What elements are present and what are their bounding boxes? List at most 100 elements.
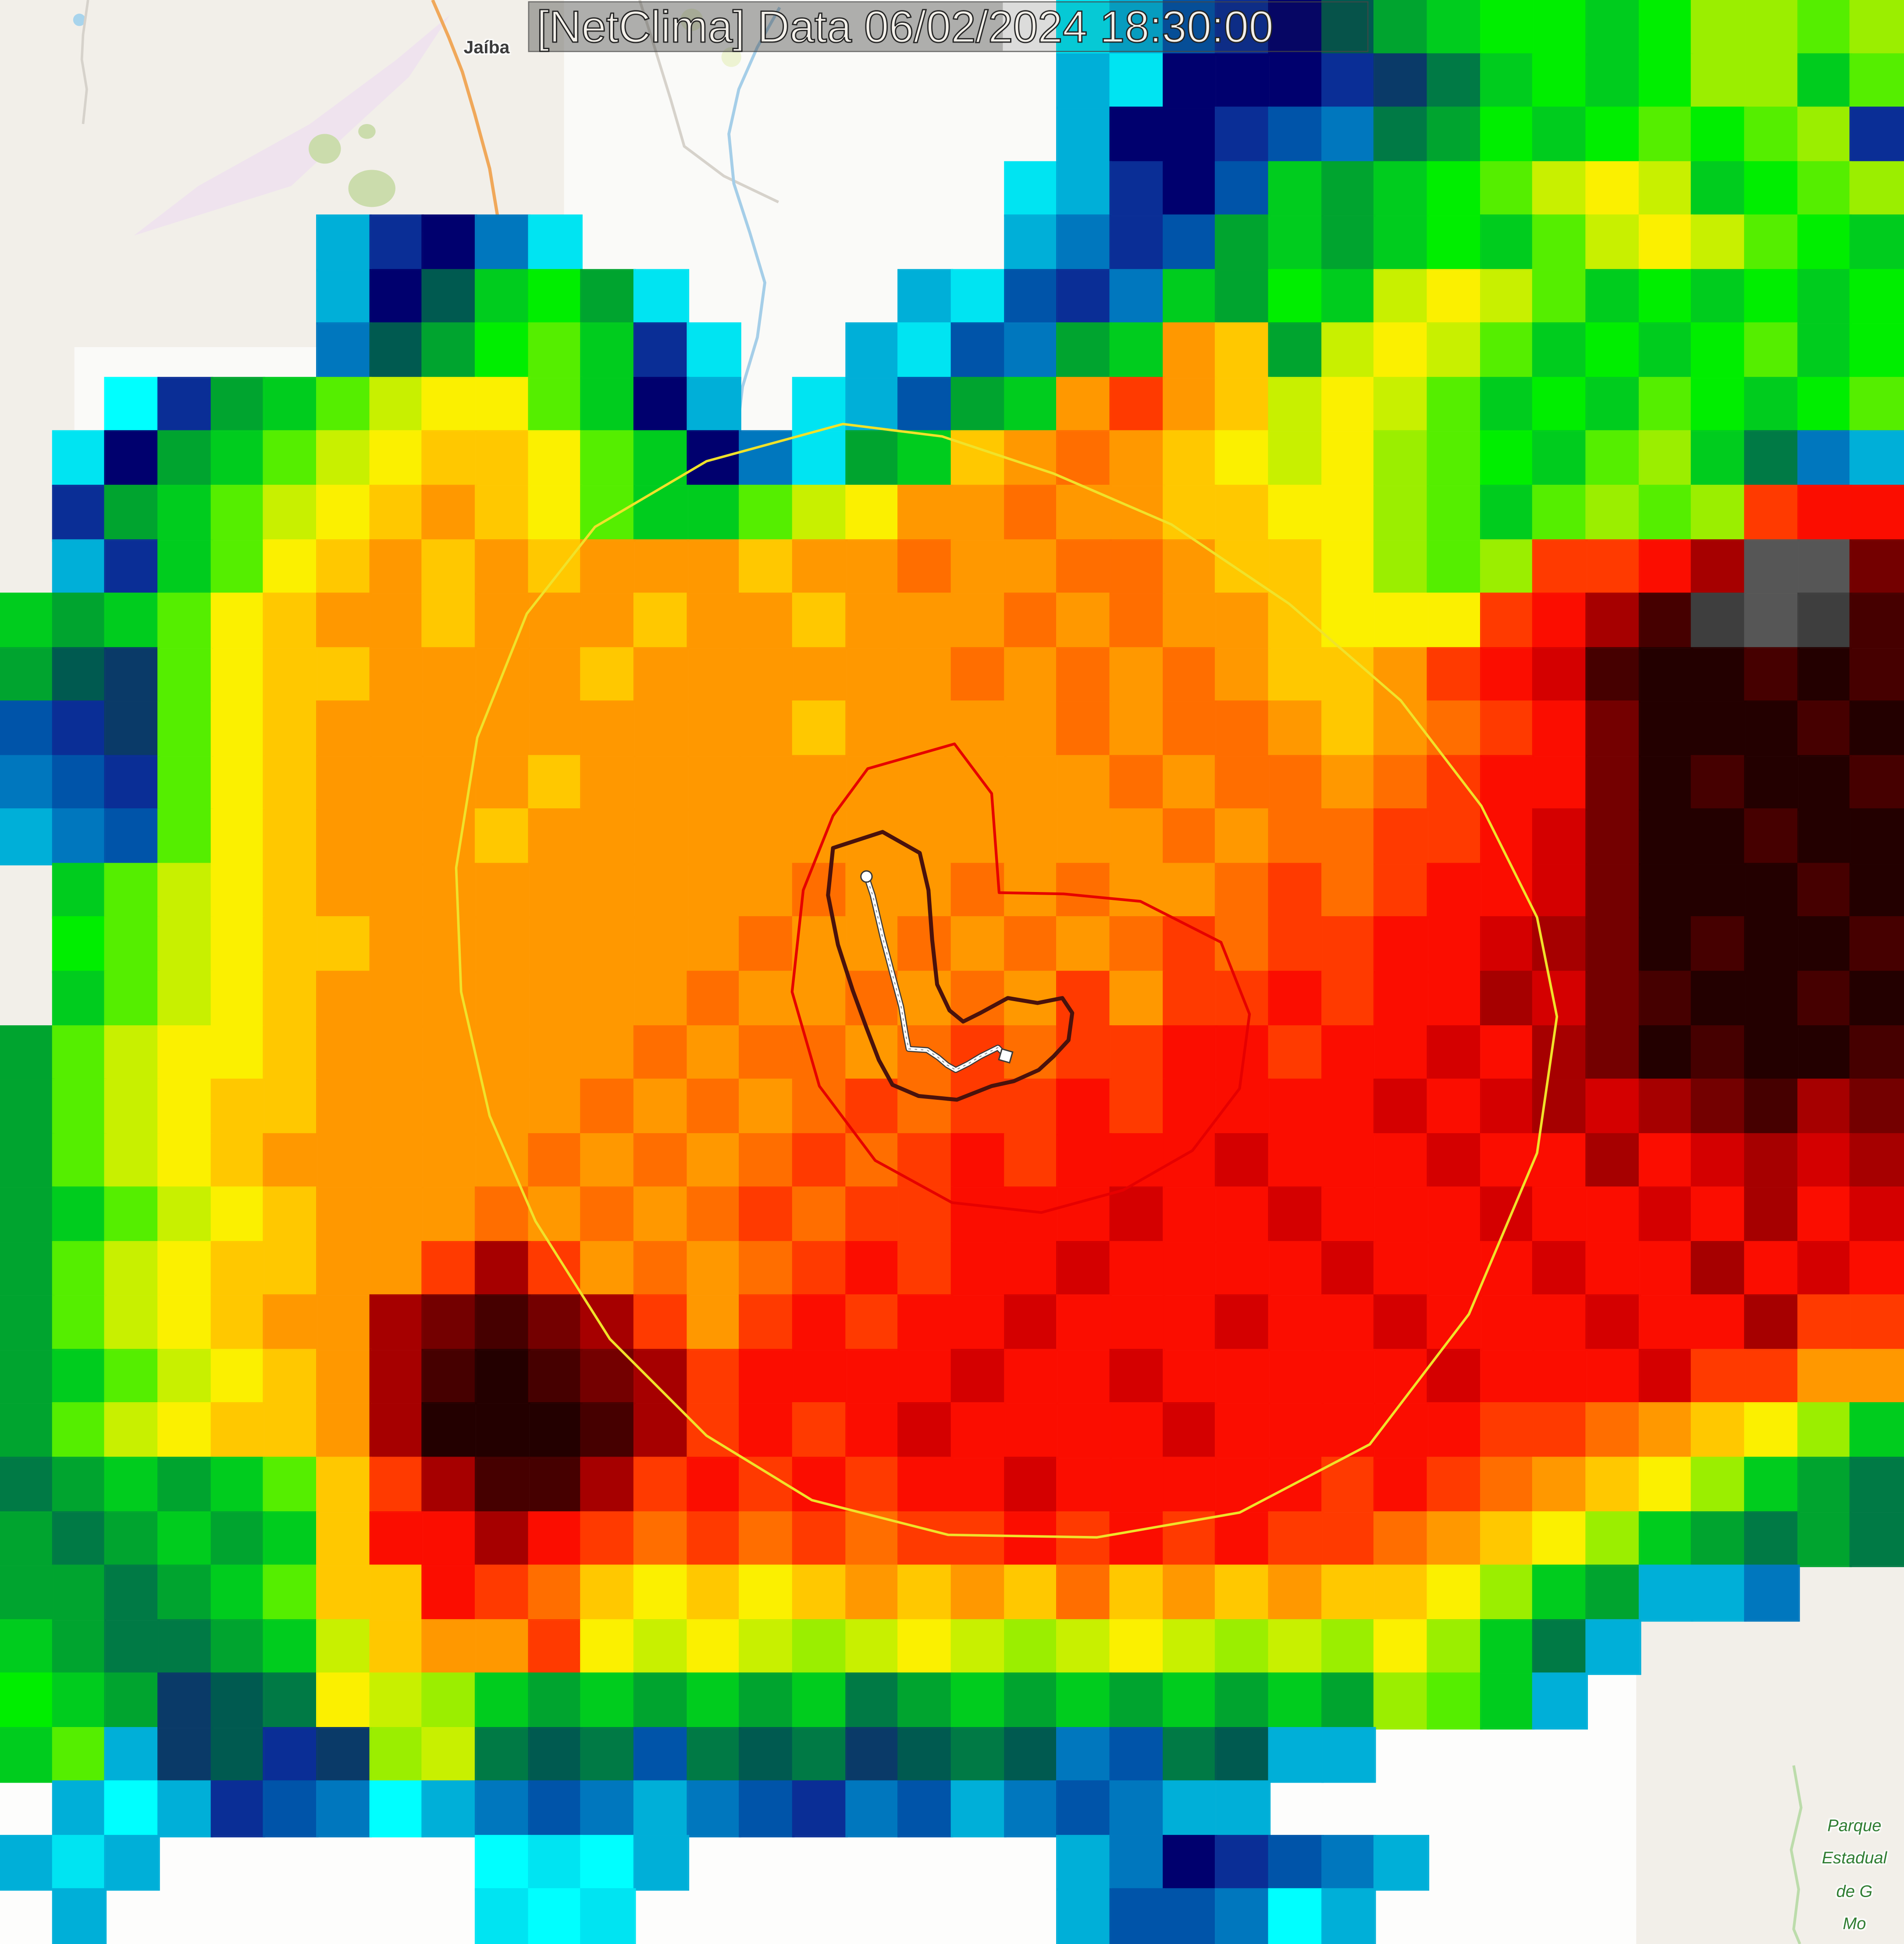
- radar-cell: [1268, 1349, 1323, 1405]
- radar-cell: [898, 1403, 953, 1459]
- radar-cell: [1427, 1295, 1482, 1351]
- radar-cell: [898, 431, 953, 487]
- radar-cell: [1744, 863, 1799, 919]
- radar-cell: [1163, 1295, 1217, 1351]
- radar-cell: [105, 1835, 160, 1891]
- radar-cell: [899, 1890, 952, 1944]
- radar-cell: [1004, 161, 1059, 217]
- radar-cell: [794, 162, 847, 216]
- radar-cell: [422, 809, 477, 865]
- radar-cell: [1850, 1025, 1904, 1081]
- radar-cell: [0, 1403, 54, 1459]
- radar-cell: [1321, 1133, 1376, 1189]
- radar-cell: [1163, 809, 1217, 865]
- radar-cell: [1427, 161, 1482, 217]
- radar-cell: [475, 593, 530, 649]
- radar-cell: [1268, 0, 1323, 55]
- radar-cell: [158, 1727, 212, 1783]
- radar-cell: [1216, 1727, 1270, 1783]
- radar-cell: [1692, 377, 1746, 433]
- radar-cell: [635, 162, 688, 216]
- radar-cell: [740, 1890, 794, 1944]
- radar-cell: [1692, 1133, 1746, 1189]
- radar-cell: [422, 1187, 477, 1243]
- radar-cell: [1005, 1890, 1058, 1944]
- radar-cell: [634, 1295, 688, 1351]
- radar-cell: [687, 1295, 741, 1351]
- radar-cell: [158, 431, 212, 487]
- radar-cell: [740, 270, 794, 324]
- radar-cell: [1797, 917, 1852, 973]
- radar-cell: [1374, 1079, 1429, 1135]
- radar-cell: [634, 485, 688, 541]
- radar-cell: [1321, 971, 1376, 1027]
- radar-cell: [52, 863, 107, 919]
- radar-cell: [0, 1349, 54, 1405]
- radar-cell: [951, 1511, 1006, 1567]
- radar-cell: [898, 1619, 953, 1675]
- radar-cell: [317, 1403, 371, 1459]
- radar-cell: [158, 1565, 212, 1621]
- radar-cell: [1163, 1889, 1217, 1944]
- radar-cell: [1110, 0, 1164, 55]
- radar-cell: [1374, 1349, 1429, 1405]
- radar-cell: [422, 1457, 477, 1513]
- radar-cell: [105, 701, 160, 757]
- radar-cell: [1692, 1511, 1746, 1567]
- radar-cell: [1163, 917, 1217, 973]
- radar-cell: [951, 809, 1006, 865]
- radar-cell: [105, 1349, 160, 1405]
- radar-cell: [1744, 1403, 1799, 1459]
- radar-cell: [317, 0, 370, 54]
- radar-cell: [159, 108, 212, 162]
- radar-cell: [1374, 1457, 1429, 1513]
- radar-cell: [1163, 593, 1217, 649]
- radar-cell: [793, 1457, 847, 1513]
- radar-cell: [1004, 1781, 1059, 1837]
- radar-cell: [898, 1079, 953, 1135]
- radar-cell: [634, 701, 688, 757]
- radar-cell: [1744, 1349, 1799, 1405]
- radar-cell: [0, 864, 53, 918]
- radar-cell: [1639, 1241, 1693, 1297]
- radar-cell: [793, 917, 847, 973]
- radar-cell: [1744, 1565, 1799, 1621]
- radar-cell: [1427, 1079, 1482, 1135]
- radar-cell: [1110, 1835, 1164, 1891]
- radar-cell: [581, 1025, 636, 1081]
- radar-cell: [1216, 1457, 1270, 1513]
- radar-cell: [1480, 1619, 1534, 1675]
- radar-cell: [317, 1781, 371, 1837]
- radar-cell: [581, 1295, 636, 1351]
- radar-cell: [263, 971, 318, 1027]
- radar-cell: [263, 1673, 318, 1729]
- radar-cell: [106, 108, 159, 162]
- radar-cell: [105, 755, 160, 811]
- radar-cell: [1216, 1673, 1270, 1729]
- radar-cell: [317, 1241, 371, 1297]
- radar-cell: [687, 1403, 741, 1459]
- radar-cell: [158, 1133, 212, 1189]
- radar-cell: [1533, 161, 1587, 217]
- radar-cell: [1321, 1889, 1376, 1944]
- radar-cell: [159, 1890, 212, 1944]
- radar-cell: [422, 1565, 477, 1621]
- radar-cell: [1216, 1295, 1270, 1351]
- radar-cell: [1268, 593, 1323, 649]
- radar-cell: [1427, 971, 1482, 1027]
- radar-cell: [1427, 593, 1482, 649]
- radar-cell: [1639, 1133, 1693, 1189]
- radar-cell: [1745, 1890, 1798, 1944]
- radar-cell: [1640, 1782, 1693, 1836]
- radar-cell: [475, 431, 530, 487]
- radar-cell: [634, 1835, 688, 1891]
- radar-cell: [1427, 809, 1482, 865]
- radar-cell: [528, 1619, 583, 1675]
- radar-cell: [370, 755, 424, 811]
- radar-cell: [528, 1295, 583, 1351]
- radar-cell: [1004, 1565, 1059, 1621]
- radar-cell: [105, 377, 160, 433]
- radar-cell: [317, 1295, 371, 1351]
- radar-cell: [1163, 431, 1217, 487]
